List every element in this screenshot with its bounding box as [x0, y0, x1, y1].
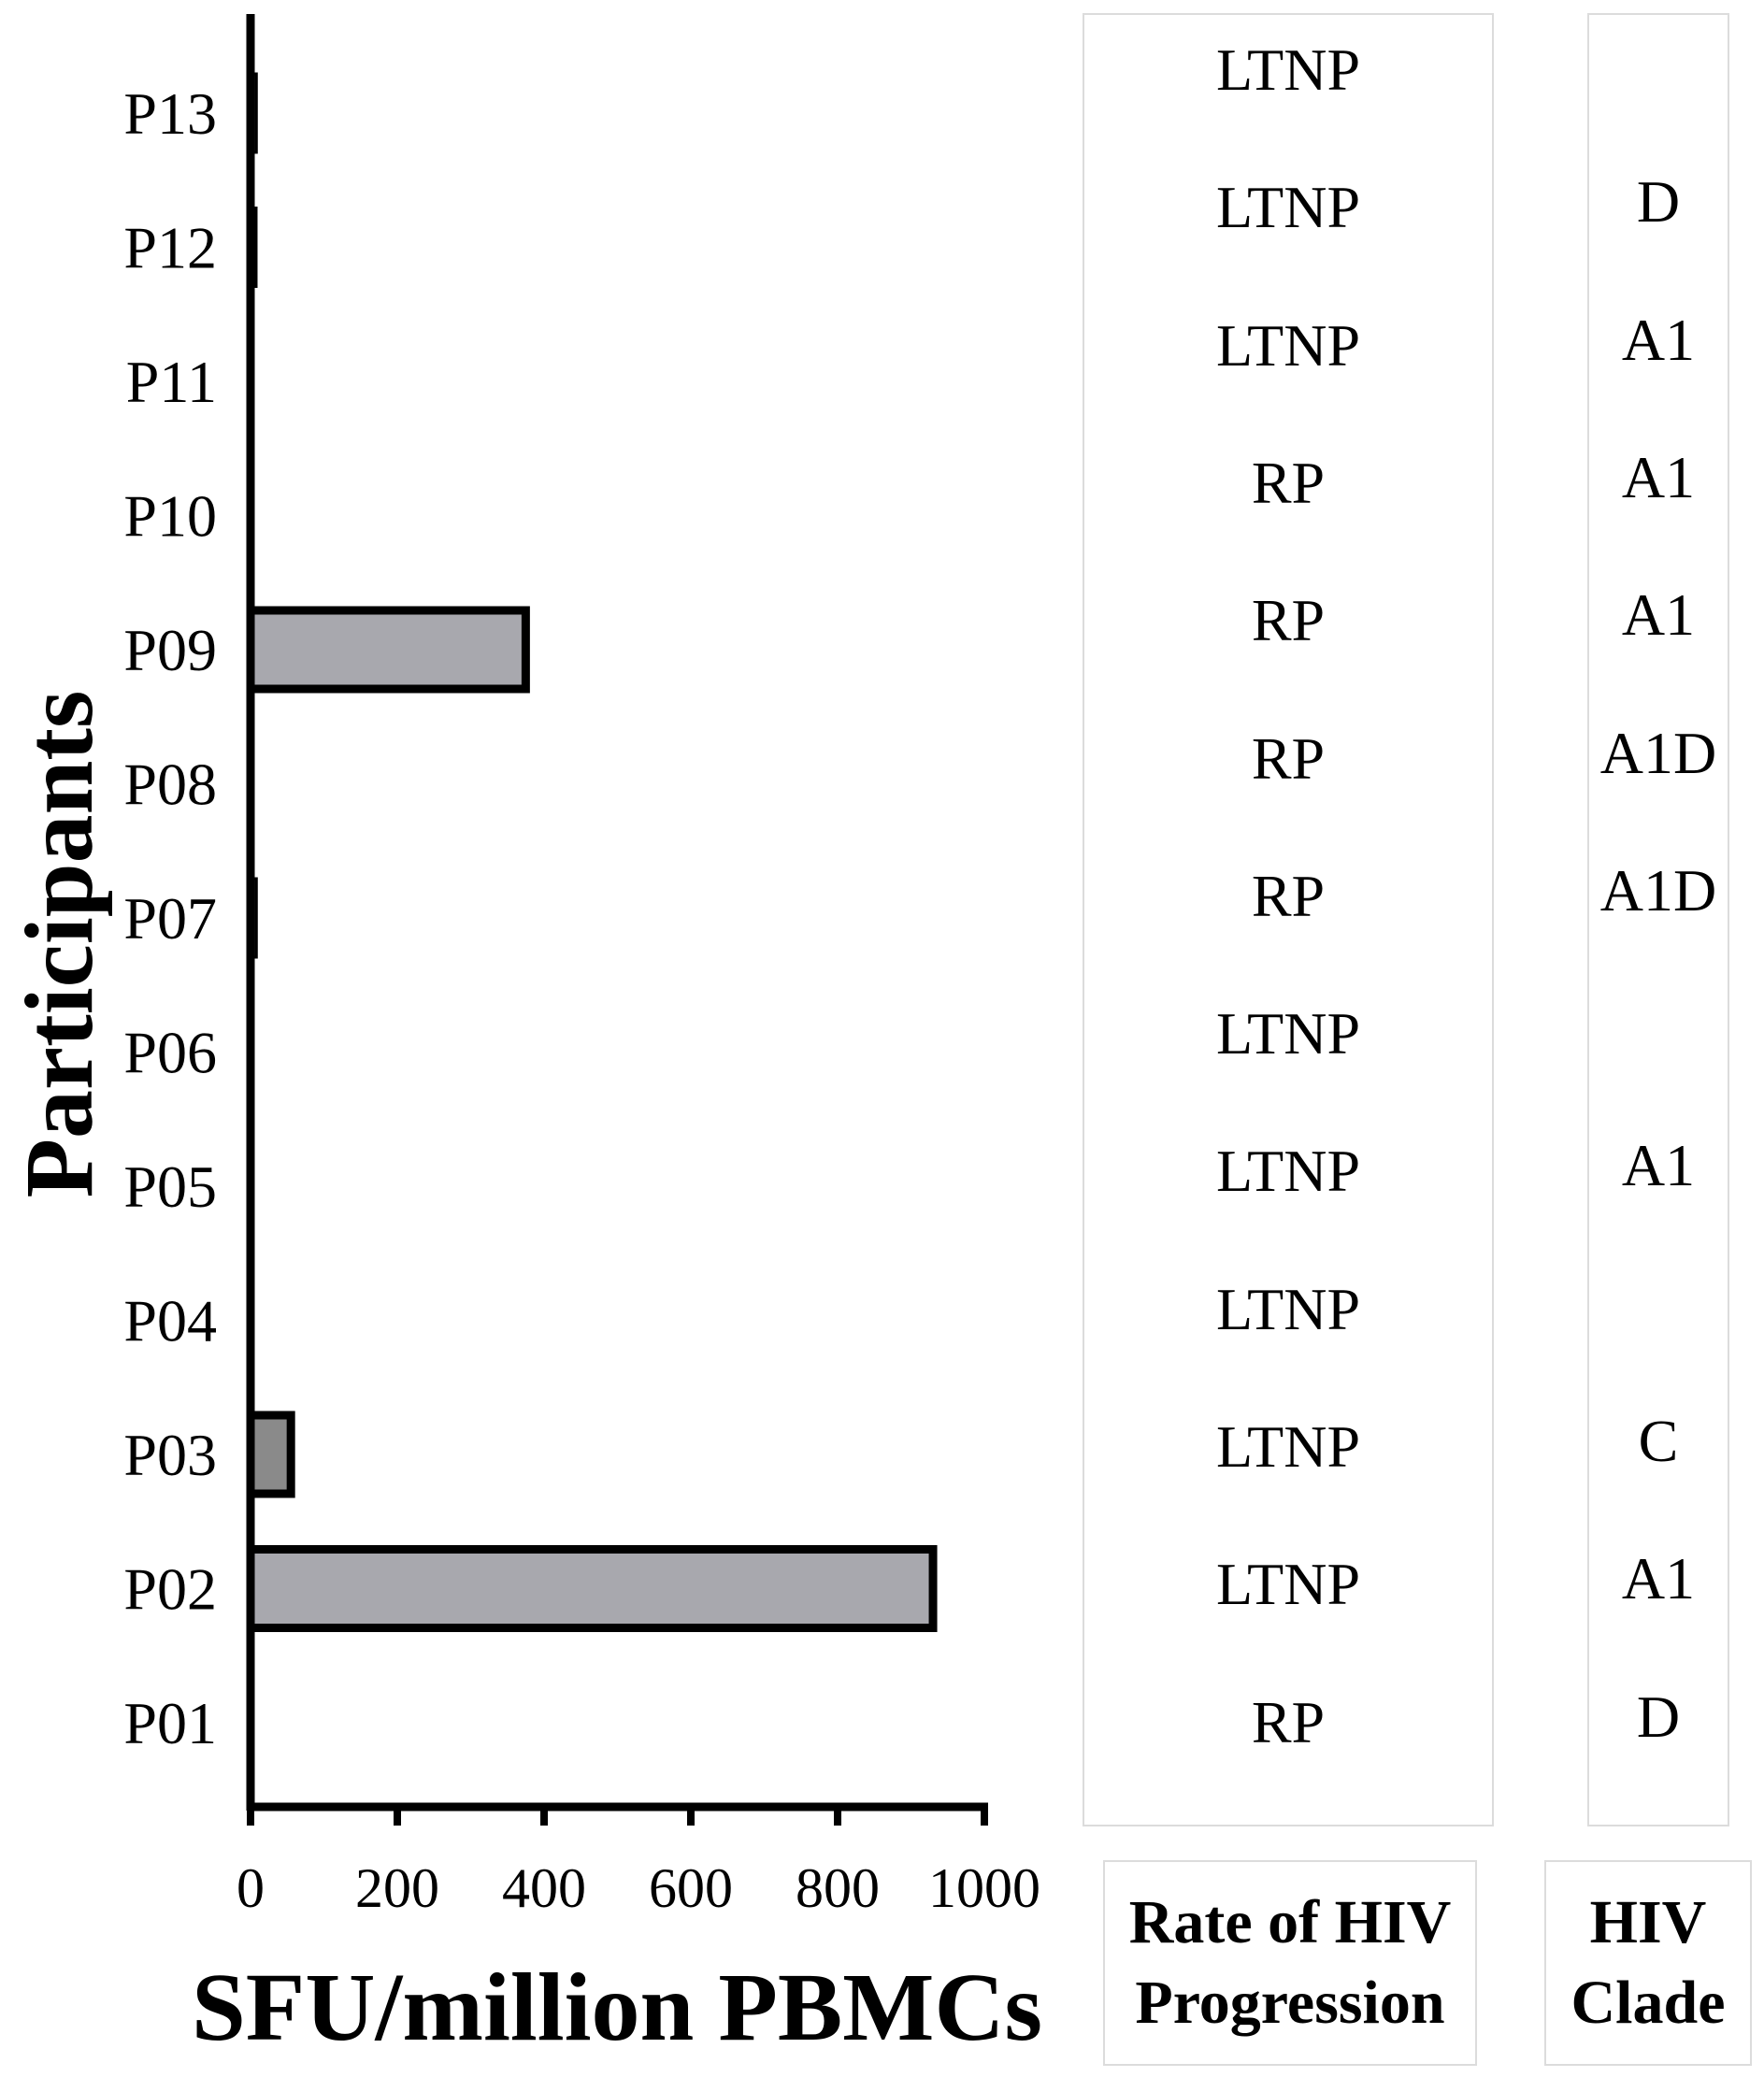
category-label-p10: P10 [123, 483, 217, 550]
x-tick-label-0: 0 [237, 1857, 265, 1919]
category-label-p12: P12 [123, 215, 217, 281]
progression-cell-p12: LTNP [1215, 174, 1361, 241]
clade-header-line2: Clade [1570, 1969, 1726, 2037]
category-label-p13: P13 [123, 80, 217, 147]
clade-cell-p01: D [1636, 1683, 1681, 1750]
bar-p02 [246, 1545, 938, 1632]
clade-column: D A1 A1 A1 A1D A1D A1 C A1 D [1587, 13, 1729, 1826]
clade-cell-p09: A1 [1621, 581, 1696, 649]
progression-header-line2: Progression [1135, 1969, 1445, 2037]
progression-header: Rate of HIV Progression [1103, 1860, 1477, 2066]
progression-cell-p10: RP [1251, 449, 1326, 516]
progression-cell-p09: RP [1251, 587, 1326, 654]
category-label-p05: P05 [123, 1153, 217, 1220]
x-tick-label-400: 400 [502, 1857, 586, 1919]
progression-cell-p05: LTNP [1215, 1138, 1361, 1205]
clade-cell-p03: C [1638, 1408, 1679, 1474]
x-tick-label-600: 600 [649, 1857, 733, 1919]
x-tick-label-200: 200 [355, 1857, 439, 1919]
category-label-p02: P02 [123, 1556, 217, 1623]
x-axis-title: SFU/million PBMCs [192, 1954, 1042, 2061]
progression-cell-p07: RP [1251, 862, 1326, 929]
progression-column: LTNP LTNP LTNP RP RP RP RP LTNP LTNP LTNP LTNP LTNP… [1083, 13, 1494, 1826]
category-label-p01: P01 [123, 1690, 217, 1756]
progression-cell-p13: LTNP [1215, 36, 1361, 103]
clade-header: HIV Clade [1544, 1860, 1752, 2066]
progression-cell-p11: LTNP [1215, 311, 1361, 379]
progression-cell-p02: LTNP [1215, 1551, 1361, 1618]
clade-cell-p08: A1D [1599, 719, 1717, 786]
bar-p03 [246, 1411, 295, 1498]
category-label-p11: P11 [126, 349, 217, 415]
progression-cell-p06: LTNP [1215, 1000, 1361, 1067]
category-label-p08: P08 [123, 752, 217, 818]
bar-p09 [246, 606, 530, 694]
progression-cell-p01: RP [1251, 1688, 1326, 1755]
category-label-p06: P06 [123, 1020, 217, 1086]
x-tick-label-1000: 1000 [928, 1857, 1040, 1919]
clade-cell-p12: D [1636, 168, 1681, 236]
category-label-p07: P07 [123, 885, 217, 952]
progression-cell-p03: LTNP [1215, 1413, 1361, 1480]
progression-header-line1: Rate of HIV [1128, 1888, 1452, 1956]
clade-cell-p05: A1 [1621, 1132, 1696, 1199]
clade-cell-p07: A1D [1599, 856, 1717, 924]
category-label-p09: P09 [123, 617, 217, 683]
clade-cell-p11: A1 [1621, 306, 1696, 373]
category-label-p03: P03 [123, 1422, 217, 1488]
progression-cell-p08: RP [1251, 724, 1326, 792]
clade-cell-p10: A1 [1621, 443, 1696, 510]
category-label-p04: P04 [123, 1288, 217, 1354]
clade-cell-p02: A1 [1621, 1545, 1696, 1612]
clade-header-line1: HIV [1589, 1888, 1707, 1956]
y-axis-title: Participants [6, 690, 113, 1197]
progression-cell-p04: LTNP [1215, 1275, 1361, 1342]
x-tick-label-800: 800 [796, 1857, 880, 1919]
